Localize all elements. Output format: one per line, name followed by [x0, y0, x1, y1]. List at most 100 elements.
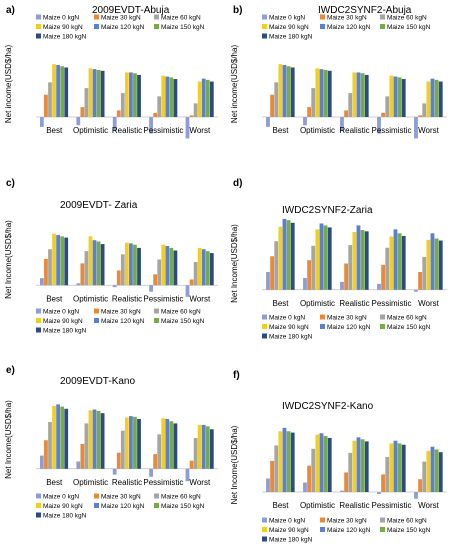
bar-maize-30-kgn-realistic [344, 110, 349, 117]
category-label: Pessimistic [371, 126, 411, 135]
bar-maize-180-kgn-optimistic [327, 227, 332, 290]
legend-entry: Maize 120 kgN [327, 527, 371, 534]
bar-maize-150-kgn-best [60, 236, 65, 286]
bar-maize-30-kgn-realistic [116, 270, 121, 286]
legend-entry: Maize 180 kgN [269, 537, 313, 544]
bar-maize-90-kgn-best [278, 431, 283, 492]
bar-maize-90-kgn-realistic [124, 242, 129, 286]
bar-maize-0-kgn-realistic [112, 468, 117, 475]
legend-entry: Maize 150 kgN [387, 324, 431, 331]
bar-maize-150-kgn-worst [434, 238, 439, 290]
bar-maize-90-kgn-optimistic [88, 410, 93, 469]
bar-maize-90-kgn-pessimistic [161, 244, 166, 286]
bar-maize-0-kgn-pessimistic [377, 492, 381, 495]
bar-maize-0-kgn-optimistic [76, 283, 81, 286]
bar-maize-90-kgn-worst [197, 81, 202, 117]
bar-maize-150-kgn-worst [434, 449, 439, 492]
y-axis-label: Net income(USD$/ha) [230, 45, 239, 124]
legend-entry: Maize 60 kgN [161, 15, 201, 22]
bar-maize-120-kgn-worst [201, 249, 206, 286]
bar-maize-0-kgn-optimistic [303, 277, 307, 290]
chart-title: 2009EVDT- Zaria [60, 200, 138, 211]
bar-maize-180-kgn-realistic [137, 419, 141, 469]
bar-maize-30-kgn-pessimistic [153, 454, 158, 469]
bar-maize-60-kgn-worst [193, 262, 198, 286]
legend-entry: Maize 180 kgN [43, 34, 87, 41]
bar-maize-60-kgn-best [48, 421, 52, 469]
bar-maize-0-kgn-pessimistic [377, 117, 381, 134]
category-label: Best [46, 294, 63, 303]
bar-maize-30-kgn-best [44, 94, 48, 117]
bar-maize-180-kgn-optimistic [100, 413, 105, 469]
bar-maize-60-kgn-optimistic [84, 423, 89, 469]
bar-maize-90-kgn-realistic [124, 417, 129, 469]
bar-maize-0-kgn-worst [185, 285, 190, 297]
bar-maize-150-kgn-best [286, 220, 291, 290]
chart-panel-d: d) IWDC2SYNF2-Zaria Net Income(USD$/ha) Bes… [230, 178, 447, 341]
legend-entry: Maize 0 kgN [43, 494, 79, 501]
panel-label: c) [6, 178, 15, 189]
bar-maize-30-kgn-worst [189, 460, 194, 469]
bar-maize-60-kgn-realistic [120, 430, 125, 469]
legend-swatch [320, 314, 325, 320]
bar-maize-120-kgn-worst [430, 78, 435, 117]
bar-maize-180-kgn-best [290, 432, 295, 492]
legend-entry: Maize 30 kgN [327, 518, 367, 525]
bar-maize-150-kgn-pessimistic [397, 77, 402, 117]
legend-entry: Maize 120 kgN [327, 324, 371, 331]
bar-maize-180-kgn-pessimistic [401, 79, 406, 117]
legend-entry: Maize 90 kgN [43, 24, 83, 31]
bar-maize-150-kgn-best [286, 431, 291, 492]
bar-maize-30-kgn-optimistic [80, 107, 85, 117]
legend-swatch [320, 24, 325, 29]
bar-maize-90-kgn-optimistic [315, 434, 320, 493]
legend-swatch [36, 327, 41, 333]
bar-maize-0-kgn-optimistic [76, 117, 81, 126]
category-label: Optimistic [73, 478, 108, 487]
bar-maize-120-kgn-optimistic [92, 409, 97, 469]
bar-maize-150-kgn-realistic [360, 230, 365, 290]
bar-maize-0-kgn-best [266, 478, 270, 492]
category-label: Worst [189, 126, 211, 135]
panel-label: a) [6, 5, 15, 16]
bar-maize-30-kgn-pessimistic [381, 474, 386, 492]
bar-maize-180-kgn-realistic [364, 231, 369, 290]
legend-swatch [154, 503, 159, 508]
bar-maize-60-kgn-realistic [120, 93, 125, 117]
panel-label: f) [233, 370, 240, 381]
chart-panel-f: f) IWDC2SYNF2-Kano Net Income(USD$/ha) Best… [230, 370, 447, 544]
bar-maize-150-kgn-worst [434, 79, 439, 118]
legend-swatch [94, 493, 99, 499]
bar-maize-150-kgn-optimistic [323, 69, 328, 117]
bar-maize-60-kgn-best [48, 249, 52, 286]
category-label: Worst [189, 478, 211, 487]
bar-maize-30-kgn-pessimistic [381, 112, 386, 118]
category-label: Worst [418, 501, 440, 510]
bar-maize-150-kgn-pessimistic [169, 247, 174, 286]
bar-maize-30-kgn-realistic [344, 472, 349, 492]
legend-swatch [36, 503, 41, 508]
category-label: Worst [189, 294, 211, 303]
bar-maize-180-kgn-worst [438, 452, 443, 492]
legend-swatch [380, 527, 385, 532]
legend-entry: Maize 150 kgN [387, 24, 431, 31]
bar-maize-30-kgn-best [270, 460, 275, 492]
bar-maize-180-kgn-realistic [364, 74, 369, 117]
legend-entry: Maize 180 kgN [269, 34, 313, 41]
bar-maize-150-kgn-realistic [360, 73, 365, 117]
bar-maize-60-kgn-optimistic [311, 245, 316, 290]
bar-maize-90-kgn-pessimistic [161, 75, 166, 117]
bar-maize-30-kgn-optimistic [307, 260, 312, 290]
bar-maize-150-kgn-optimistic [96, 69, 101, 117]
bar-maize-30-kgn-realistic [116, 110, 121, 117]
bar-maize-90-kgn-worst [197, 247, 202, 286]
bar-maize-30-kgn-worst [418, 272, 423, 290]
legend-entry: Maize 180 kgN [43, 513, 87, 520]
bar-maize-90-kgn-best [52, 405, 56, 469]
bar-maize-150-kgn-worst [205, 79, 210, 118]
legend-swatch [154, 493, 159, 499]
bar-maize-60-kgn-realistic [348, 245, 353, 290]
bar-maize-120-kgn-best [56, 235, 60, 286]
legend-swatch [320, 14, 325, 20]
category-label: Realistic [112, 126, 142, 135]
